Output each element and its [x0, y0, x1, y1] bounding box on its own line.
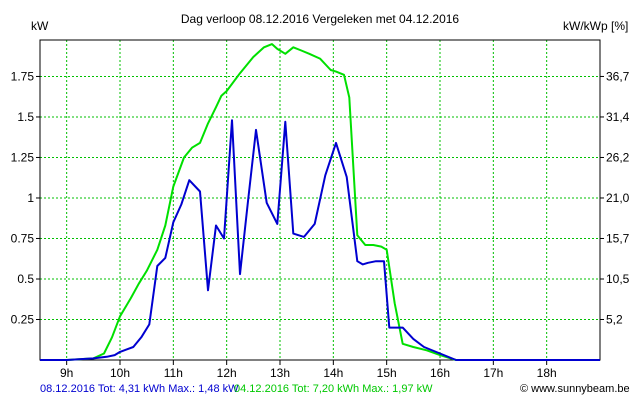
y-tick-label-left: 0.5: [17, 272, 34, 286]
x-tick-label: 9h: [60, 366, 73, 380]
y-axis-label-right: kW/kWp [%]: [563, 19, 628, 33]
x-tick-label: 13h: [270, 366, 290, 380]
y-tick-label-right: 15,7: [606, 231, 630, 245]
y-tick-label-right: 26,2: [606, 150, 630, 164]
y-tick-label-left: 0.75: [11, 231, 35, 245]
series-lines: [40, 43, 600, 361]
y-tick-label-right: 10,5: [606, 272, 630, 286]
x-tick-label: 12h: [217, 366, 237, 380]
plot-frame: [39, 39, 601, 361]
series-line-08-12-2016: [40, 119, 600, 361]
y-tick-label-right: 36,7: [606, 69, 630, 83]
y-axis-ticks-right: 5,2 10,5 15,7 21,0 26,2 31,4 36,7: [600, 69, 630, 326]
x-axis-ticks: 9h 10h 11h 12h 13h 14h 15h 16h 17h 18h: [60, 360, 557, 380]
x-tick-label: 16h: [430, 366, 450, 380]
y-tick-label-left: 1: [27, 191, 34, 205]
y-tick-label-right: 5,2: [606, 312, 623, 326]
y-tick-label-right: 21,0: [606, 191, 630, 205]
y-axis-label-left: kW: [31, 19, 49, 33]
x-tick-label: 15h: [377, 366, 397, 380]
y-tick-label-left: 1.25: [11, 150, 35, 164]
y-tick-label-left: 1.75: [11, 69, 35, 83]
footer-series-blue-summary: 08.12.2016 Tot: 4,31 kWh Max.: 1,48 kW: [40, 383, 239, 395]
x-tick-label: 11h: [164, 366, 183, 380]
footer-credit: © www.sunnybeam.be: [520, 383, 630, 395]
credit-link[interactable]: www.sunnybeam.be: [531, 383, 630, 395]
x-tick-label: 14h: [323, 366, 343, 380]
footer-series-green-summary: 04.12.2016 Tot: 7,20 kWh Max.: 1,97 kW: [234, 383, 433, 395]
y-axis-ticks-left: 0.25 0.5 0.75 1 1.25 1.5 1.75: [11, 69, 40, 326]
chart-title: Dag verloop 08.12.2016 Vergeleken met 04…: [181, 12, 460, 26]
x-tick-label: 10h: [110, 366, 130, 380]
series-line-04-12-2016: [40, 43, 600, 361]
y-tick-label-left: 1.5: [17, 110, 34, 124]
x-tick-label: 17h: [483, 366, 503, 380]
grid-lines: [40, 40, 600, 360]
copyright-icon: ©: [520, 383, 532, 395]
y-tick-label-right: 31,4: [606, 110, 630, 124]
y-tick-label-left: 0.25: [11, 312, 35, 326]
x-tick-label: 18h: [537, 366, 557, 380]
